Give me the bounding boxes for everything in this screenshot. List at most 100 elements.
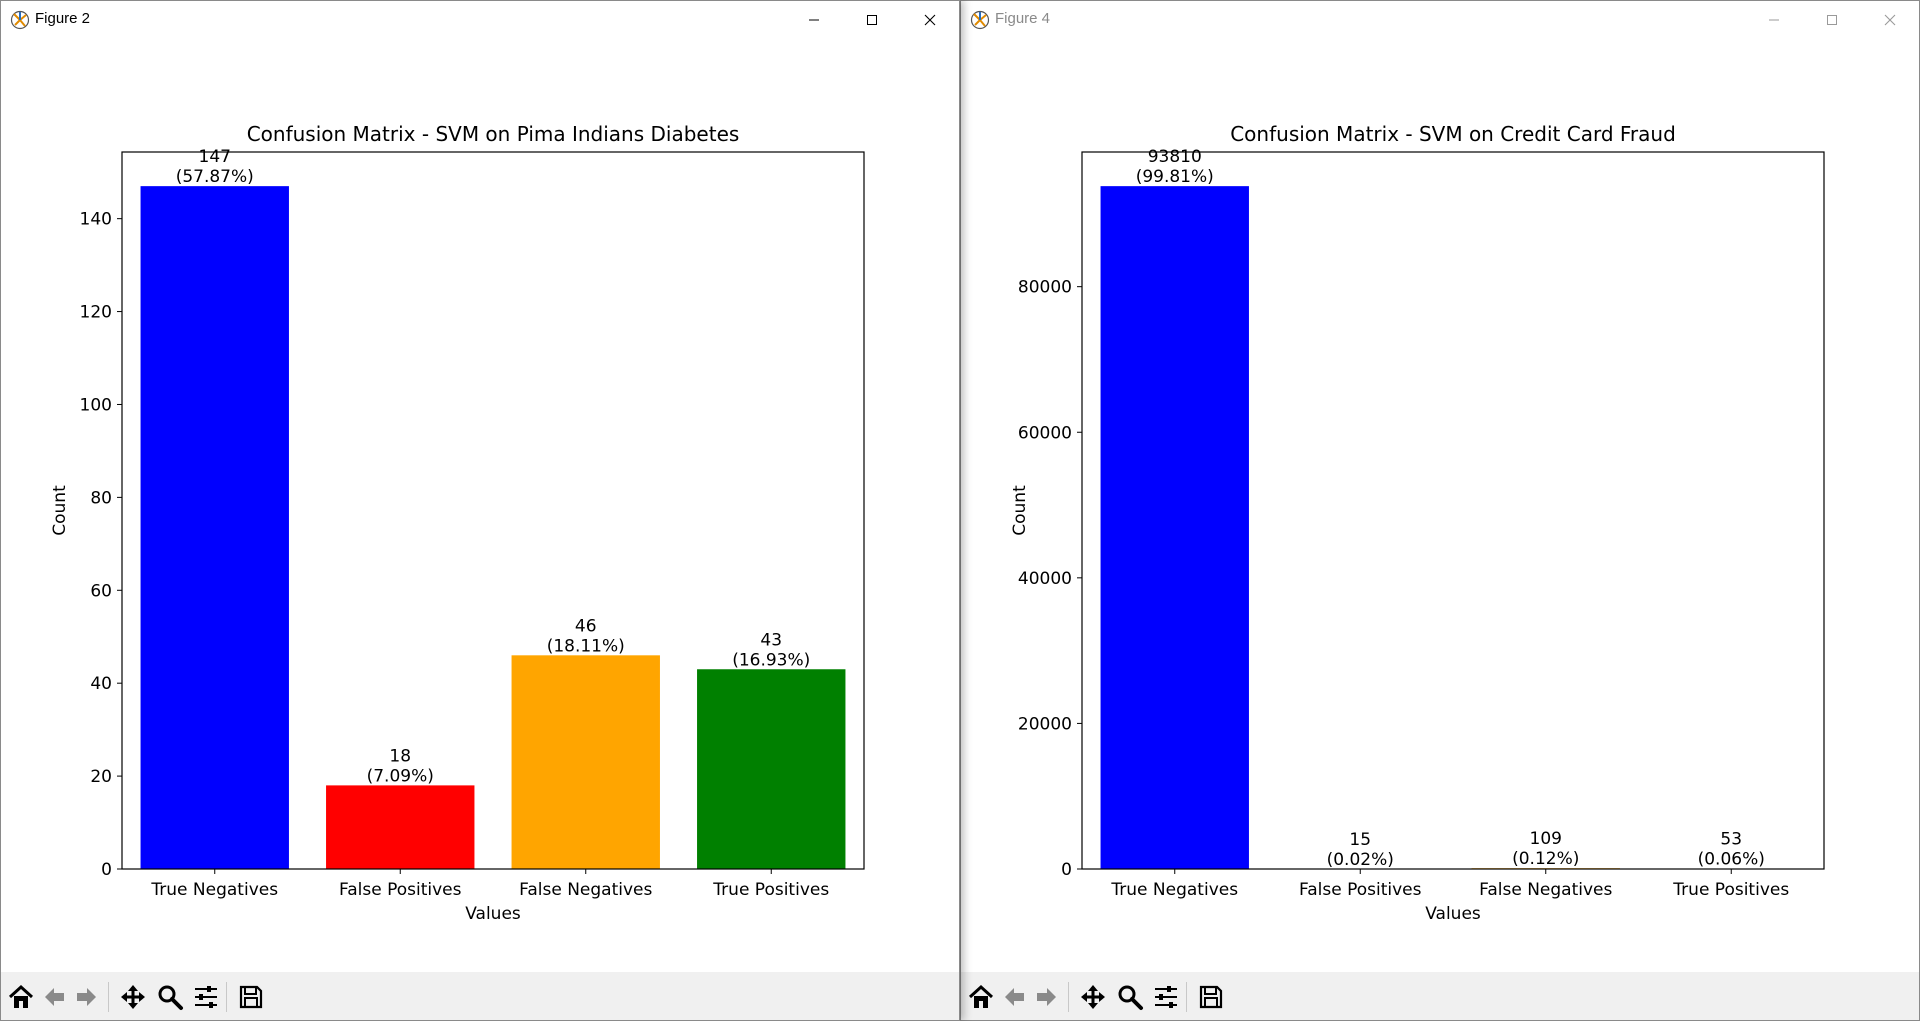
maximize-button[interactable] xyxy=(1803,1,1861,38)
close-icon xyxy=(1884,14,1896,25)
zoom-button[interactable] xyxy=(1115,982,1145,1012)
navigation-toolbar xyxy=(1,972,959,1020)
toolbar-separator xyxy=(226,982,227,1012)
navigation-toolbar xyxy=(961,972,1919,1020)
y-tick-label: 0 xyxy=(101,860,112,880)
back-button[interactable] xyxy=(999,982,1029,1012)
back-icon xyxy=(45,988,64,1006)
y-tick-label: 60000 xyxy=(1018,423,1072,443)
zoom-button[interactable] xyxy=(155,982,185,1012)
back-button[interactable] xyxy=(39,982,69,1012)
configure-subplots-button[interactable] xyxy=(191,982,221,1012)
save-button[interactable] xyxy=(1196,982,1226,1012)
pan-button[interactable] xyxy=(1078,982,1108,1012)
bar-percent-label: (0.06%) xyxy=(1698,850,1765,870)
x-tick-label: False Negatives xyxy=(519,880,652,900)
bar-percent-label: (0.12%) xyxy=(1512,849,1579,869)
bar-percent-label: (16.93%) xyxy=(732,650,810,670)
bar-percent-label: (7.09%) xyxy=(367,766,434,786)
configure-subplots-icon xyxy=(195,986,217,1008)
x-axis-label: Values xyxy=(1425,904,1481,924)
zoom-icon xyxy=(158,985,183,1010)
x-tick-label: True Negatives xyxy=(150,880,278,900)
home-button[interactable] xyxy=(966,982,996,1012)
x-tick-label: False Negatives xyxy=(1479,880,1612,900)
axes-frame xyxy=(1081,151,1825,870)
bar-value-label: 147 xyxy=(199,147,231,167)
pan-button[interactable] xyxy=(118,982,148,1012)
y-tick-label: 40 xyxy=(90,674,112,694)
y-tick-label: 100 xyxy=(80,395,112,415)
minimize-icon xyxy=(1769,19,1779,20)
bar-value-label: 15 xyxy=(1349,830,1371,850)
bar-value-label: 109 xyxy=(1530,829,1562,849)
title-bar[interactable]: Figure 4 xyxy=(961,1,1919,38)
y-tick-label: 120 xyxy=(80,303,112,323)
bar xyxy=(1100,186,1249,870)
y-tick-label: 40000 xyxy=(1018,569,1072,589)
bar-chart: Confusion Matrix - SVM on Pima Indians D… xyxy=(50,122,865,924)
pan-icon xyxy=(1081,985,1105,1009)
x-tick-label: True Negatives xyxy=(1110,880,1238,900)
title-bar[interactable]: Figure 2 xyxy=(1,1,959,38)
save-icon xyxy=(1199,985,1223,1009)
bar-percent-label: (0.02%) xyxy=(1327,850,1394,870)
bar-percent-label: (99.81%) xyxy=(1136,167,1214,187)
bar xyxy=(326,785,475,869)
figure-window-2: Figure 2 Confusion Matrix - SVM on Pima … xyxy=(0,0,960,1021)
bar-value-label: 46 xyxy=(575,616,597,636)
forward-icon xyxy=(77,988,96,1006)
x-tick-label: False Positives xyxy=(339,880,462,900)
bar-value-label: 53 xyxy=(1720,830,1742,850)
chart-title: Confusion Matrix - SVM on Credit Card Fr… xyxy=(1230,122,1676,146)
y-axis-label: Count xyxy=(1010,485,1030,536)
back-icon xyxy=(1005,988,1024,1006)
x-tick-label: True Positives xyxy=(712,880,829,900)
save-icon xyxy=(239,985,263,1009)
chart-title: Confusion Matrix - SVM on Pima Indians D… xyxy=(247,122,740,146)
forward-button[interactable] xyxy=(72,982,102,1012)
y-tick-label: 60 xyxy=(90,581,112,601)
home-button[interactable] xyxy=(6,982,36,1012)
x-axis-label: Values xyxy=(465,904,521,924)
close-button[interactable] xyxy=(901,1,959,38)
y-tick-label: 80 xyxy=(90,488,112,508)
close-icon xyxy=(924,14,936,25)
minimize-button[interactable] xyxy=(785,1,843,38)
y-tick-label: 140 xyxy=(80,210,112,230)
maximize-icon xyxy=(867,14,877,25)
figure-canvas[interactable]: Confusion Matrix - SVM on Credit Card Fr… xyxy=(961,38,1919,972)
matplotlib-app-icon xyxy=(10,10,30,30)
toolbar-separator xyxy=(108,982,109,1012)
axes-frame xyxy=(121,151,865,870)
bar xyxy=(697,669,846,869)
y-axis-label: Count xyxy=(50,485,70,536)
bar xyxy=(140,186,289,870)
configure-subplots-button[interactable] xyxy=(1151,982,1181,1012)
window-title: Figure 4 xyxy=(995,10,1051,27)
bar-percent-label: (18.11%) xyxy=(547,636,625,656)
bar-value-label: 18 xyxy=(389,746,411,766)
forward-button[interactable] xyxy=(1032,982,1062,1012)
toolbar-separator xyxy=(1068,982,1069,1012)
save-button[interactable] xyxy=(236,982,266,1012)
maximize-icon xyxy=(1827,14,1837,25)
y-tick-label: 20000 xyxy=(1018,714,1072,734)
bar-value-label: 43 xyxy=(760,630,782,650)
figure-window-4: Figure 4 Confusion Matrix - SVM on Credi… xyxy=(960,0,1920,1021)
toolbar-separator xyxy=(1186,982,1187,1012)
zoom-icon xyxy=(1118,985,1143,1010)
y-tick-label: 20 xyxy=(90,767,112,787)
window-title: Figure 2 xyxy=(35,10,91,27)
minimize-icon xyxy=(809,19,819,20)
bar-chart: Confusion Matrix - SVM on Credit Card Fr… xyxy=(1010,122,1825,924)
figure-canvas[interactable]: Confusion Matrix - SVM on Pima Indians D… xyxy=(1,38,959,972)
matplotlib-app-icon xyxy=(970,10,990,30)
maximize-button[interactable] xyxy=(843,1,901,38)
minimize-button[interactable] xyxy=(1745,1,1803,38)
close-button[interactable] xyxy=(1861,1,1919,38)
home-icon xyxy=(968,984,994,1008)
forward-icon xyxy=(1037,988,1056,1006)
bar xyxy=(511,655,660,869)
y-tick-label: 80000 xyxy=(1018,278,1072,298)
